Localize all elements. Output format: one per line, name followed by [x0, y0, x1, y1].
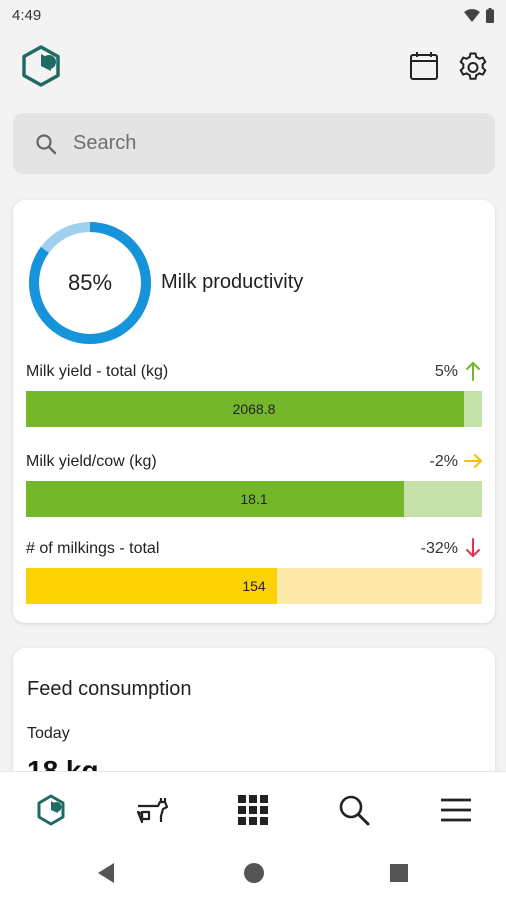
menu-icon — [441, 798, 471, 822]
status-time: 4:49 — [12, 7, 42, 24]
search-bar[interactable] — [13, 113, 495, 174]
bar-value: 154 — [242, 578, 266, 594]
nav-home[interactable] — [31, 790, 71, 830]
nav-search[interactable] — [334, 790, 374, 830]
wifi-icon — [464, 8, 480, 22]
milkings-total-bar: 154 — [26, 568, 482, 604]
milk-productivity-title: Milk productivity — [161, 271, 304, 293]
status-bar: 4:49 — [0, 0, 506, 32]
bar-fill — [26, 481, 405, 517]
metric-label: # of milkings - total — [26, 540, 160, 557]
bottom-navigation — [0, 771, 506, 847]
nav-menu[interactable] — [436, 790, 476, 830]
metric-change: -2% — [429, 453, 458, 470]
recents-square-icon — [390, 864, 408, 882]
home-logo-icon — [37, 794, 65, 826]
calendar-icon[interactable] — [408, 50, 440, 82]
productivity-percent: 85% — [67, 270, 113, 295]
metric-label: Milk yield - total (kg) — [26, 363, 169, 380]
apps-grid-icon — [238, 795, 268, 825]
metric-label: Milk yield/cow (kg) — [26, 453, 157, 470]
settings-gear-icon[interactable] — [456, 49, 490, 83]
system-home-button[interactable] — [241, 860, 267, 886]
nav-apps[interactable] — [233, 790, 273, 830]
system-back-button[interactable] — [93, 860, 119, 886]
app-bar — [0, 32, 506, 102]
search-icon — [36, 133, 57, 154]
bar-value: 2068.8 — [232, 401, 276, 417]
bar-fill — [26, 568, 277, 604]
status-icons — [464, 8, 494, 23]
feed-consumption-title: Feed consumption — [27, 678, 192, 700]
arrow-up-icon — [466, 362, 480, 381]
metric-change: 5% — [434, 363, 458, 380]
back-triangle-icon — [98, 863, 114, 883]
feed-period-label: Today — [27, 725, 70, 742]
arrow-down-icon — [466, 538, 480, 557]
system-navigation — [0, 846, 506, 900]
home-circle-icon — [244, 863, 264, 883]
battery-icon — [486, 8, 494, 23]
cow-icon — [136, 798, 169, 824]
milk-yield-per-cow-bar: 18.1 — [26, 481, 482, 517]
app-logo-icon — [22, 45, 60, 87]
productivity-ring — [29, 222, 151, 344]
arrow-right-icon — [464, 454, 482, 468]
nav-animals[interactable] — [132, 790, 172, 830]
search-input[interactable] — [71, 131, 455, 156]
bar-value: 18.1 — [240, 491, 268, 507]
milk-productivity-card[interactable]: 85% Milk productivity Milk yield - total… — [13, 200, 495, 623]
system-recents-button[interactable] — [386, 860, 412, 886]
search-icon — [339, 795, 370, 826]
bar-fill — [26, 391, 464, 427]
milk-yield-total-bar: 2068.8 — [26, 391, 482, 427]
metric-change: -32% — [420, 540, 458, 557]
